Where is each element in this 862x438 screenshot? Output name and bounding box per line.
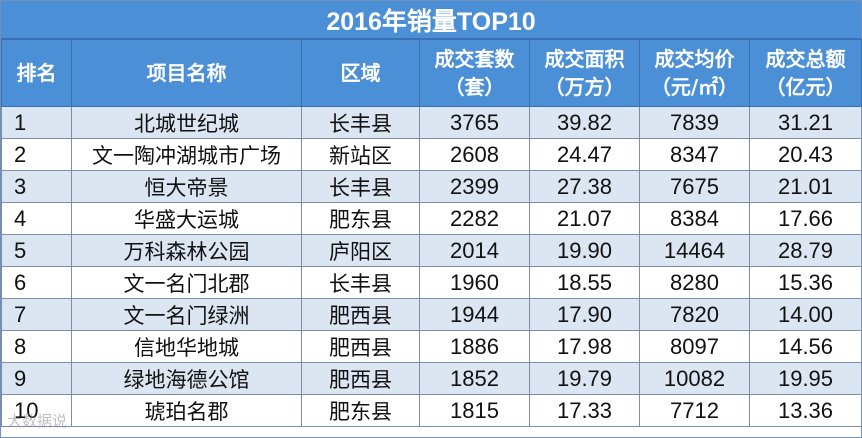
- cell-project-name: 绿地海德公馆: [71, 362, 302, 395]
- cell-units-sold: 2282: [419, 202, 530, 235]
- table-row: 7 文一名门绿洲 肥西县 1944 17.90 7820 14.00: [1, 298, 862, 331]
- cell-rank: 3: [1, 170, 72, 203]
- cell-project-name: 琥珀名郡: [71, 394, 302, 427]
- cell-total-amount: 21.01: [749, 170, 862, 203]
- cell-average-price: 14464: [639, 234, 750, 267]
- table-row: 6 文一名门北郡 长丰县 1960 18.55 8280 15.36: [1, 266, 862, 299]
- cell-average-price: 8280: [639, 266, 750, 299]
- cell-average-price: 7839: [639, 106, 750, 139]
- cell-region: 新站区: [301, 138, 420, 171]
- cell-project-name: 文一名门绿洲: [71, 298, 302, 331]
- table-title: 2016年销量TOP10: [1, 1, 861, 39]
- cell-region: 长丰县: [301, 106, 420, 139]
- cell-area-sold: 17.33: [529, 394, 640, 427]
- table-row: 9 绿地海德公馆 肥西县 1852 19.79 10082 19.95: [1, 362, 862, 395]
- cell-project-name: 华盛大运城: [71, 202, 302, 235]
- cell-region: 长丰县: [301, 266, 420, 299]
- header-rank: 排名: [1, 39, 72, 107]
- table-row: 5 万科森林公园 庐阳区 2014 19.90 14464 28.79: [1, 234, 862, 267]
- cell-region: 肥东县: [301, 394, 420, 427]
- cell-region: 肥西县: [301, 330, 420, 363]
- table-row: 8 信地华地城 肥西县 1886 17.98 8097 14.56: [1, 330, 862, 363]
- table-body: 1 北城世纪城 长丰县 3765 39.82 7839 31.21 2 文一陶冲湖城市广场 新站区…: [1, 106, 862, 427]
- cell-total-amount: 19.95: [749, 362, 862, 395]
- cell-project-name: 信地华地城: [71, 330, 302, 363]
- cell-project-name: 万科森林公园: [71, 234, 302, 267]
- cell-average-price: 7820: [639, 298, 750, 331]
- cell-total-amount: 20.43: [749, 138, 862, 171]
- table-header: 排名 项目名称 区域 成交套数 （套） 成交面积 （万方） 成交均价 （元/㎡） 成交…: [1, 39, 862, 107]
- cell-project-name: 文一名门北郡: [71, 266, 302, 299]
- table-row: 1 北城世纪城 长丰县 3765 39.82 7839 31.21: [1, 106, 862, 139]
- cell-region: 肥东县: [301, 202, 420, 235]
- header-average-price: 成交均价 （元/㎡）: [639, 39, 750, 107]
- cell-project-name: 恒大帝景: [71, 170, 302, 203]
- cell-area-sold: 27.38: [529, 170, 640, 203]
- cell-rank: 5: [1, 234, 72, 267]
- cell-average-price: 8097: [639, 330, 750, 363]
- cell-region: 肥西县: [301, 298, 420, 331]
- cell-average-price: 8384: [639, 202, 750, 235]
- cell-rank: 10: [1, 394, 72, 427]
- cell-project-name: 文一陶冲湖城市广场: [71, 138, 302, 171]
- header-region: 区域: [301, 39, 420, 107]
- header-project-name: 项目名称: [71, 39, 302, 107]
- cell-rank: 9: [1, 362, 72, 395]
- cell-area-sold: 18.55: [529, 266, 640, 299]
- cell-region: 肥西县: [301, 362, 420, 395]
- cell-area-sold: 21.07: [529, 202, 640, 235]
- header-units-sold: 成交套数 （套）: [419, 39, 530, 107]
- cell-total-amount: 31.21: [749, 106, 862, 139]
- cell-region: 庐阳区: [301, 234, 420, 267]
- cell-units-sold: 3765: [419, 106, 530, 139]
- cell-units-sold: 2399: [419, 170, 530, 203]
- header-total-amount: 成交总额 （亿元）: [749, 39, 862, 107]
- cell-total-amount: 14.56: [749, 330, 862, 363]
- table-row: 4 华盛大运城 肥东县 2282 21.07 8384 17.66: [1, 202, 862, 235]
- header-row: 排名 项目名称 区域 成交套数 （套） 成交面积 （万方） 成交均价 （元/㎡） 成交…: [1, 39, 862, 107]
- cell-total-amount: 15.36: [749, 266, 862, 299]
- ranking-table: 排名 项目名称 区域 成交套数 （套） 成交面积 （万方） 成交均价 （元/㎡） 成交…: [1, 39, 862, 427]
- table-row: 10 琥珀名郡 肥东县 1815 17.33 7712 13.36: [1, 394, 862, 427]
- cell-area-sold: 19.79: [529, 362, 640, 395]
- cell-rank: 7: [1, 298, 72, 331]
- cell-area-sold: 19.90: [529, 234, 640, 267]
- cell-units-sold: 1852: [419, 362, 530, 395]
- cell-project-name: 北城世纪城: [71, 106, 302, 139]
- cell-rank: 1: [1, 106, 72, 139]
- cell-units-sold: 1960: [419, 266, 530, 299]
- cell-rank: 4: [1, 202, 72, 235]
- table-row: 3 恒大帝景 长丰县 2399 27.38 7675 21.01: [1, 170, 862, 203]
- cell-rank: 2: [1, 138, 72, 171]
- cell-units-sold: 2608: [419, 138, 530, 171]
- cell-total-amount: 13.36: [749, 394, 862, 427]
- cell-average-price: 10082: [639, 362, 750, 395]
- cell-average-price: 8347: [639, 138, 750, 171]
- cell-area-sold: 17.90: [529, 298, 640, 331]
- cell-rank: 6: [1, 266, 72, 299]
- cell-region: 长丰县: [301, 170, 420, 203]
- table-row: 2 文一陶冲湖城市广场 新站区 2608 24.47 8347 20.43: [1, 138, 862, 171]
- cell-total-amount: 14.00: [749, 298, 862, 331]
- cell-units-sold: 1886: [419, 330, 530, 363]
- cell-average-price: 7712: [639, 394, 750, 427]
- cell-total-amount: 17.66: [749, 202, 862, 235]
- cell-units-sold: 2014: [419, 234, 530, 267]
- cell-units-sold: 1815: [419, 394, 530, 427]
- cell-area-sold: 17.98: [529, 330, 640, 363]
- cell-area-sold: 24.47: [529, 138, 640, 171]
- cell-rank: 8: [1, 330, 72, 363]
- cell-average-price: 7675: [639, 170, 750, 203]
- header-area-sold: 成交面积 （万方）: [529, 39, 640, 107]
- cell-units-sold: 1944: [419, 298, 530, 331]
- cell-area-sold: 39.82: [529, 106, 640, 139]
- cell-total-amount: 28.79: [749, 234, 862, 267]
